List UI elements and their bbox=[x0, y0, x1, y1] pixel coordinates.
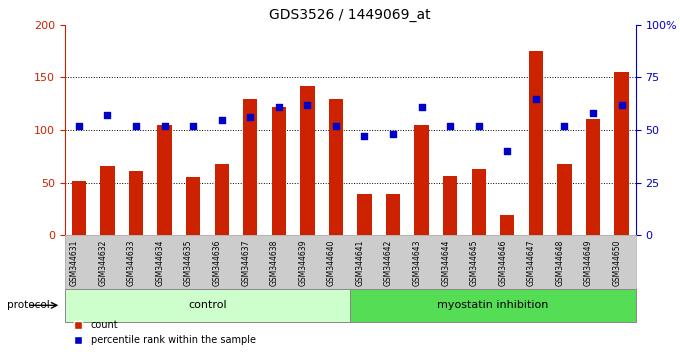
Text: GSM344646: GSM344646 bbox=[498, 240, 507, 286]
Point bbox=[588, 110, 598, 116]
Point bbox=[302, 102, 313, 108]
Title: GDS3526 / 1449069_at: GDS3526 / 1449069_at bbox=[269, 8, 431, 22]
Bar bbox=[186, 177, 201, 235]
Text: GSM344649: GSM344649 bbox=[584, 240, 593, 286]
Text: GSM344631: GSM344631 bbox=[70, 240, 79, 286]
Bar bbox=[586, 119, 600, 235]
Text: GSM344641: GSM344641 bbox=[356, 240, 364, 286]
Point bbox=[616, 102, 627, 108]
Point bbox=[216, 117, 227, 122]
Bar bbox=[101, 166, 114, 235]
Bar bbox=[215, 164, 228, 235]
Point bbox=[559, 123, 570, 129]
Text: GSM344643: GSM344643 bbox=[413, 240, 422, 286]
Bar bbox=[415, 125, 428, 235]
Text: GSM344638: GSM344638 bbox=[270, 240, 279, 286]
Text: control: control bbox=[188, 300, 226, 310]
Text: protocol: protocol bbox=[7, 300, 50, 310]
Text: GSM344637: GSM344637 bbox=[241, 240, 250, 286]
Bar bbox=[558, 164, 571, 235]
Bar bbox=[272, 107, 286, 235]
Point bbox=[330, 123, 341, 129]
Bar bbox=[386, 194, 401, 235]
Point bbox=[245, 115, 256, 120]
Point bbox=[131, 123, 141, 129]
Text: GSM344648: GSM344648 bbox=[556, 240, 564, 286]
Point bbox=[359, 133, 370, 139]
Bar bbox=[301, 86, 314, 235]
Point bbox=[388, 131, 398, 137]
Point bbox=[502, 148, 513, 154]
Point bbox=[188, 123, 199, 129]
Bar bbox=[529, 51, 543, 235]
Bar bbox=[72, 181, 86, 235]
Text: GSM344634: GSM344634 bbox=[156, 240, 165, 286]
Text: GSM344640: GSM344640 bbox=[327, 240, 336, 286]
Bar bbox=[243, 98, 257, 235]
Bar bbox=[65, 289, 350, 322]
Text: GSM344636: GSM344636 bbox=[213, 240, 222, 286]
Point bbox=[159, 123, 170, 129]
Bar bbox=[443, 176, 458, 235]
Bar bbox=[129, 171, 143, 235]
Text: GSM344632: GSM344632 bbox=[99, 240, 107, 286]
Bar bbox=[500, 215, 515, 235]
Text: GSM344647: GSM344647 bbox=[527, 240, 536, 286]
Text: myostatin inhibition: myostatin inhibition bbox=[437, 300, 549, 310]
Text: GSM344633: GSM344633 bbox=[127, 240, 136, 286]
Bar bbox=[158, 125, 171, 235]
Text: GSM344635: GSM344635 bbox=[184, 240, 193, 286]
Text: GSM344639: GSM344639 bbox=[299, 240, 307, 286]
Bar bbox=[329, 98, 343, 235]
Text: GSM344642: GSM344642 bbox=[384, 240, 393, 286]
Point bbox=[73, 123, 84, 129]
Point bbox=[416, 104, 427, 110]
Point bbox=[273, 104, 284, 110]
Bar bbox=[615, 72, 628, 235]
Point bbox=[102, 113, 113, 118]
Point bbox=[530, 96, 541, 101]
Text: GSM344644: GSM344644 bbox=[441, 240, 450, 286]
Bar bbox=[350, 289, 636, 322]
Bar bbox=[472, 169, 486, 235]
Text: GSM344645: GSM344645 bbox=[470, 240, 479, 286]
Legend: count, percentile rank within the sample: count, percentile rank within the sample bbox=[69, 316, 260, 349]
Bar bbox=[358, 194, 371, 235]
Text: GSM344650: GSM344650 bbox=[613, 240, 622, 286]
Point bbox=[445, 123, 456, 129]
Point bbox=[473, 123, 484, 129]
